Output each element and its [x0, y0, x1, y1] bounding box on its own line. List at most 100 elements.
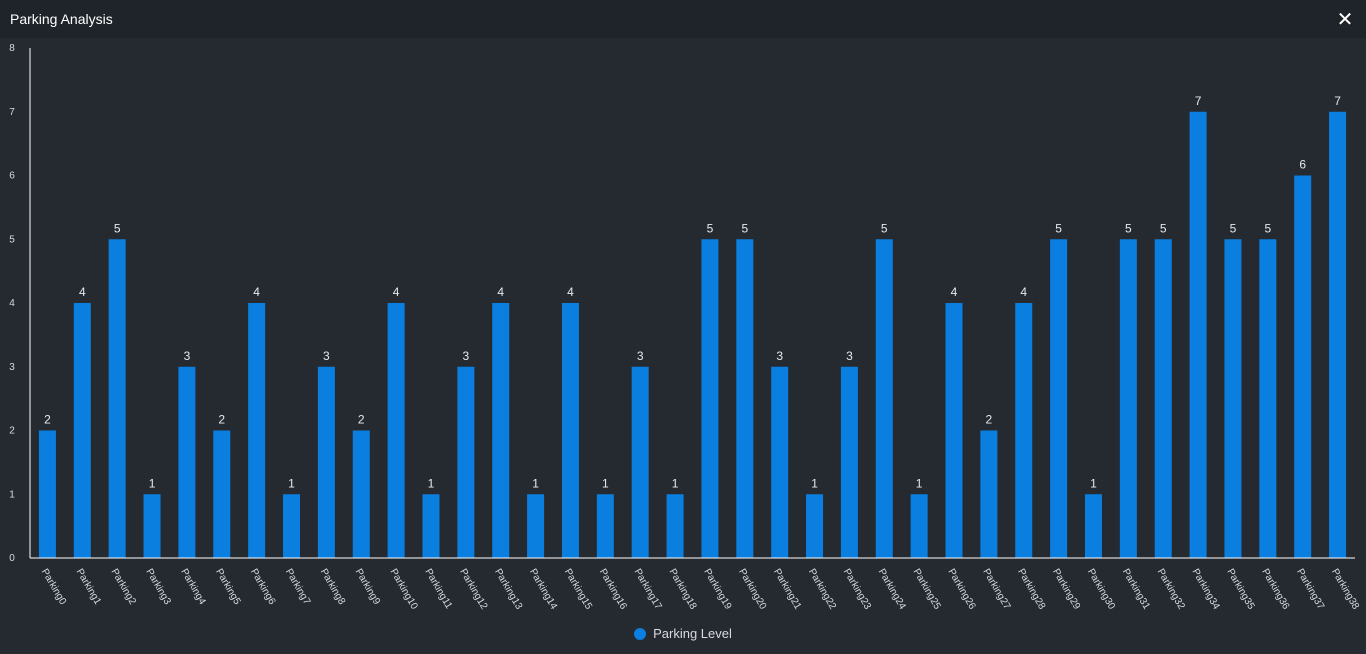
x-tick-label: Parking4 [178, 567, 207, 607]
data-label: 5 [707, 221, 714, 235]
bar-parking10[interactable] [387, 303, 405, 558]
x-tick-label: Parking25 [911, 567, 943, 612]
bar-parking16[interactable] [596, 494, 614, 558]
data-label: 4 [393, 285, 400, 299]
y-tick-label: 5 [9, 234, 15, 245]
bar-parking21[interactable] [771, 366, 789, 558]
x-tick-label: Parking18 [666, 567, 698, 612]
bar-parking37[interactable] [1294, 175, 1312, 559]
x-tick-label: Parking28 [1015, 567, 1047, 612]
bar-parking4[interactable] [178, 366, 196, 558]
y-tick-label: 8 [9, 43, 15, 54]
bar-parking38[interactable] [1329, 111, 1347, 558]
y-tick-label: 4 [9, 298, 15, 309]
data-label: 7 [1334, 94, 1341, 108]
bar-parking9[interactable] [352, 430, 370, 559]
window-title: Parking Analysis [10, 11, 113, 27]
x-tick-label: Parking11 [422, 567, 454, 611]
x-tick-label: Parking21 [771, 567, 803, 612]
data-label: 5 [114, 221, 121, 235]
bar-parking5[interactable] [213, 430, 231, 559]
bar-parking24[interactable] [875, 239, 893, 558]
bar-parking18[interactable] [666, 494, 684, 558]
bar-parking2[interactable] [108, 239, 126, 558]
bar-parking30[interactable] [1084, 494, 1102, 558]
bar-parking25[interactable] [910, 494, 928, 558]
legend-item-parking-level[interactable]: Parking Level [634, 626, 732, 641]
data-label: 4 [253, 285, 260, 299]
bar-parking13[interactable] [492, 303, 510, 558]
x-tick-label: Parking0 [39, 567, 68, 607]
data-label: 5 [1055, 221, 1062, 235]
data-label: 3 [323, 349, 330, 363]
x-tick-label: Parking32 [1155, 567, 1187, 612]
x-tick-label: Parking24 [876, 567, 908, 612]
bar-parking31[interactable] [1119, 239, 1137, 558]
bar-parking27[interactable] [980, 430, 998, 559]
bar-parking11[interactable] [422, 494, 440, 558]
x-tick-label: Parking26 [945, 567, 977, 612]
data-label: 2 [986, 413, 993, 427]
data-label: 5 [741, 221, 748, 235]
data-label: 1 [288, 476, 295, 490]
x-tick-label: Parking19 [701, 567, 733, 612]
legend-dot-icon [634, 627, 647, 640]
x-tick-label: Parking3 [143, 567, 172, 607]
title-bar: Parking Analysis ✕ [0, 0, 1366, 38]
bar-parking32[interactable] [1154, 239, 1172, 558]
bar-parking36[interactable] [1259, 239, 1277, 558]
y-tick-label: 7 [9, 107, 15, 118]
bar-parking8[interactable] [317, 366, 335, 558]
bar-parking7[interactable] [283, 494, 301, 558]
bar-parking3[interactable] [143, 494, 161, 558]
x-tick-label: Parking36 [1259, 567, 1291, 612]
x-tick-label: Parking16 [597, 567, 629, 612]
data-label: 4 [497, 285, 504, 299]
data-label: 1 [672, 476, 679, 490]
x-tick-label: Parking35 [1224, 567, 1256, 612]
y-tick-label: 6 [9, 171, 15, 182]
bar-parking1[interactable] [73, 303, 91, 558]
bars [38, 111, 1347, 559]
x-tick-label: Parking9 [353, 567, 382, 607]
bar-parking26[interactable] [945, 303, 963, 558]
x-tick-label: Parking37 [1294, 567, 1326, 612]
x-tick-label: Parking14 [527, 567, 559, 612]
x-tick-label: Parking23 [841, 567, 873, 612]
x-tick-label: Parking31 [1120, 567, 1152, 612]
close-icon[interactable]: ✕ [1336, 9, 1354, 31]
x-tick-label: Parking6 [248, 567, 277, 607]
bar-chart: 0 1 2 3 4 5 6 7 8 2 4 5 1 3 2 4 1 3 2 4 1 3 4 1 4 1 3 1 5 5 3 1 3 5 1 4 2 4 5… [9, 43, 1361, 612]
y-tick-label: 2 [9, 426, 15, 437]
bar-parking34[interactable] [1189, 111, 1207, 558]
y-tick-label: 1 [9, 489, 15, 500]
x-tick-label: Parking12 [457, 567, 489, 612]
data-label: 2 [358, 413, 365, 427]
x-tick-label: Parking7 [283, 567, 312, 607]
bar-parking20[interactable] [736, 239, 754, 558]
bar-parking14[interactable] [527, 494, 545, 558]
data-label: 3 [463, 349, 470, 363]
data-label: 3 [184, 349, 191, 363]
data-label: 5 [1125, 221, 1132, 235]
bar-parking19[interactable] [701, 239, 719, 558]
bar-parking28[interactable] [1015, 303, 1033, 558]
data-labels: 2 4 5 1 3 2 4 1 3 2 4 1 3 4 1 4 1 3 1 5 5 3 1 3 5 1 4 2 4 5 1 5 5 7 5 5 6 7 [44, 94, 1341, 491]
y-tick-label: 3 [9, 362, 15, 373]
bar-parking22[interactable] [806, 494, 824, 558]
bar-parking0[interactable] [38, 430, 56, 559]
x-tick-label: Parking15 [562, 567, 594, 612]
data-label: 1 [532, 476, 539, 490]
x-tick-label: Parking27 [980, 567, 1012, 612]
bar-parking23[interactable] [840, 366, 858, 558]
data-label: 1 [811, 476, 818, 490]
data-label: 3 [637, 349, 644, 363]
bar-parking17[interactable] [631, 366, 649, 558]
bar-parking29[interactable] [1050, 239, 1068, 558]
bar-parking12[interactable] [457, 366, 475, 558]
bar-parking15[interactable] [561, 303, 579, 558]
x-tick-label: Parking2 [109, 567, 138, 607]
bar-parking35[interactable] [1224, 239, 1242, 558]
data-label: 3 [846, 349, 853, 363]
bar-parking6[interactable] [248, 303, 266, 558]
